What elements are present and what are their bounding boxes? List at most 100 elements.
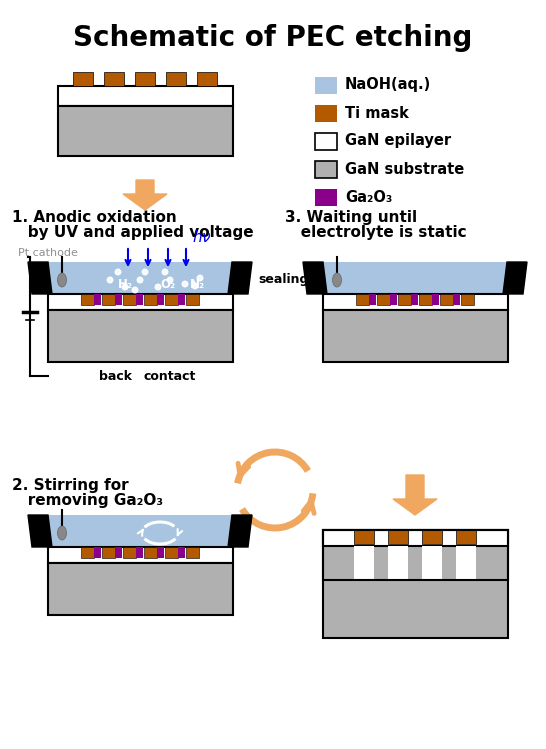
- Bar: [186, 294, 199, 305]
- Text: H₂: H₂: [118, 277, 133, 291]
- Bar: [422, 530, 442, 544]
- Bar: [73, 72, 93, 86]
- Polygon shape: [303, 262, 327, 294]
- Bar: [165, 547, 178, 558]
- Bar: [136, 547, 143, 558]
- Text: GaN substrate: GaN substrate: [345, 162, 464, 177]
- Text: O₂: O₂: [160, 277, 175, 291]
- Bar: [48, 310, 233, 362]
- Bar: [323, 262, 507, 296]
- Text: Ga₂O₃: Ga₂O₃: [345, 189, 392, 204]
- Bar: [453, 294, 460, 305]
- Ellipse shape: [57, 526, 67, 540]
- Bar: [102, 547, 115, 558]
- Text: 3. Waiting until: 3. Waiting until: [285, 210, 417, 225]
- Circle shape: [137, 277, 143, 283]
- FancyArrow shape: [123, 180, 167, 210]
- Text: N₂: N₂: [190, 277, 205, 291]
- Bar: [461, 294, 474, 305]
- Bar: [115, 294, 122, 305]
- Bar: [432, 294, 439, 305]
- Bar: [178, 294, 185, 305]
- Text: Pt cathode: Pt cathode: [18, 248, 78, 258]
- Bar: [57, 106, 233, 156]
- Text: contact: contact: [144, 369, 197, 383]
- Bar: [157, 294, 164, 305]
- Circle shape: [162, 269, 168, 275]
- Bar: [166, 72, 186, 86]
- Bar: [390, 294, 397, 305]
- Text: $h\nu$: $h\nu$: [192, 229, 212, 245]
- Bar: [456, 546, 476, 580]
- Bar: [104, 72, 124, 86]
- Bar: [81, 294, 94, 305]
- Polygon shape: [28, 262, 52, 294]
- Circle shape: [197, 275, 203, 281]
- Bar: [144, 547, 157, 558]
- Text: NaOH(aq.): NaOH(aq.): [345, 77, 431, 92]
- Bar: [81, 547, 94, 558]
- Text: Ti mask: Ti mask: [345, 106, 409, 121]
- Bar: [123, 294, 136, 305]
- Bar: [48, 515, 232, 549]
- Ellipse shape: [57, 273, 67, 287]
- Text: by UV and applied voltage: by UV and applied voltage: [12, 225, 254, 240]
- Ellipse shape: [333, 273, 341, 287]
- Circle shape: [192, 283, 198, 289]
- Bar: [323, 530, 507, 580]
- Bar: [354, 530, 374, 544]
- Bar: [388, 530, 408, 544]
- Bar: [422, 546, 442, 580]
- Bar: [136, 294, 143, 305]
- Circle shape: [142, 269, 148, 275]
- Bar: [48, 547, 233, 563]
- Text: 2. Stirring for: 2. Stirring for: [12, 478, 129, 493]
- Circle shape: [182, 281, 188, 287]
- Circle shape: [115, 269, 121, 275]
- Text: electrolyte is static: electrolyte is static: [285, 225, 467, 240]
- Bar: [94, 547, 101, 558]
- Text: back: back: [99, 369, 132, 383]
- Circle shape: [155, 284, 161, 290]
- Text: GaN epilayer: GaN epilayer: [345, 133, 451, 148]
- Bar: [157, 547, 164, 558]
- Circle shape: [167, 277, 173, 283]
- Polygon shape: [228, 262, 252, 294]
- Bar: [197, 72, 217, 86]
- Bar: [315, 133, 337, 150]
- Bar: [57, 86, 233, 106]
- Bar: [315, 189, 337, 206]
- Polygon shape: [28, 515, 52, 547]
- Bar: [440, 294, 453, 305]
- Bar: [144, 294, 157, 305]
- Bar: [123, 547, 136, 558]
- Bar: [186, 547, 199, 558]
- Bar: [115, 547, 122, 558]
- Bar: [323, 530, 507, 638]
- Circle shape: [132, 287, 138, 293]
- Bar: [315, 161, 337, 178]
- Bar: [456, 530, 476, 544]
- FancyArrow shape: [393, 475, 437, 515]
- Bar: [48, 563, 233, 615]
- Text: removing Ga₂O₃: removing Ga₂O₃: [12, 493, 163, 508]
- Text: sealing: sealing: [258, 273, 308, 287]
- Text: Schematic of PEC etching: Schematic of PEC etching: [73, 24, 473, 52]
- Bar: [356, 294, 369, 305]
- Bar: [323, 310, 507, 362]
- Bar: [94, 294, 101, 305]
- Bar: [419, 294, 432, 305]
- Text: 1. Anodic oxidation: 1. Anodic oxidation: [12, 210, 177, 225]
- Polygon shape: [503, 262, 527, 294]
- Polygon shape: [228, 515, 252, 547]
- Circle shape: [107, 277, 113, 283]
- Bar: [315, 77, 337, 94]
- Bar: [411, 294, 418, 305]
- Circle shape: [122, 284, 128, 290]
- Bar: [323, 530, 507, 546]
- Bar: [178, 547, 185, 558]
- Bar: [165, 294, 178, 305]
- Bar: [377, 294, 390, 305]
- Bar: [388, 546, 408, 580]
- Bar: [354, 546, 374, 580]
